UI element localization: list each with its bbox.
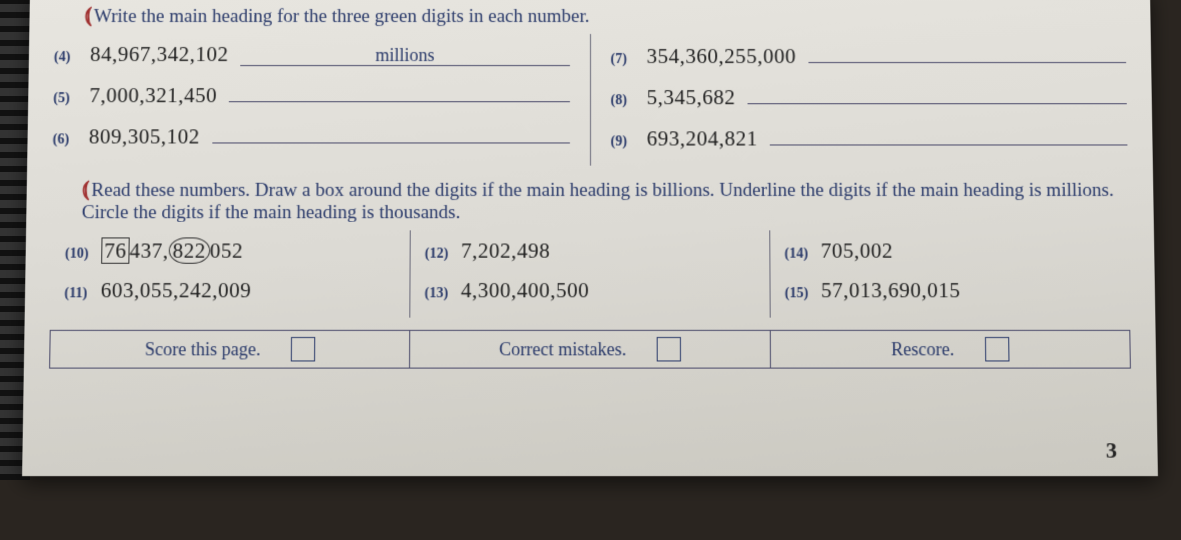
bracket-icon: ⦅ (84, 2, 92, 27)
question-number: (13) (425, 286, 453, 302)
answer-blank[interactable] (808, 42, 1126, 63)
question-number-value: 603,055,242,009 (101, 278, 252, 303)
correct-checkbox[interactable] (657, 337, 681, 361)
question-number-value: 5,345,682 (647, 85, 736, 110)
question-row: (12) 7,202,498 (425, 238, 756, 263)
question-row: (15) 57,013,690,015 (785, 278, 1116, 303)
question-number: (11) (64, 286, 92, 302)
question-row: (11) 603,055,242,009 (64, 278, 395, 303)
question-row: (7) 354,360,255,000 (611, 42, 1127, 69)
question-number: (7) (611, 52, 639, 68)
question-number: (5) (53, 91, 81, 107)
answer-blank[interactable] (747, 83, 1126, 104)
question-number: (15) (785, 286, 813, 302)
boxed-digits: 76 (101, 237, 130, 263)
worksheet-page: ⦅Write the main heading for the three gr… (22, 0, 1158, 476)
section2-col1: (10) 76437,822052 (11) 603,055,242,009 (50, 230, 410, 317)
question-number: (6) (53, 132, 81, 148)
question-number: (9) (611, 134, 639, 150)
question-row: (13) 4,300,400,500 (425, 278, 756, 303)
question-number-value: 693,204,821 (647, 126, 758, 151)
question-row: (6) 809,305,102 (53, 122, 570, 149)
question-row: (14) 705,002 (784, 238, 1115, 263)
question-number: (10) (65, 247, 93, 263)
correct-cell: Correct mistakes. (410, 331, 770, 368)
score-bar: Score this page. Correct mistakes. Resco… (49, 330, 1131, 369)
question-number: (14) (784, 247, 812, 263)
answer-blank[interactable] (229, 81, 569, 102)
question-row: (4) 84,967,342,102 millions (54, 42, 570, 67)
question-number-value: 4,300,400,500 (461, 278, 589, 303)
section1-grid: (4) 84,967,342,102 millions (5) 7,000,32… (52, 34, 1127, 166)
section2-instruction: ⦅Read these numbers. Draw a box around t… (82, 176, 1129, 225)
rescore-checkbox[interactable] (985, 337, 1010, 361)
question-number-value: 705,002 (821, 238, 893, 263)
section1-left-column: (4) 84,967,342,102 millions (5) 7,000,32… (52, 34, 590, 166)
question-number-value: 57,013,690,015 (821, 278, 961, 303)
bracket-icon: ⦅ (82, 176, 90, 201)
score-checkbox[interactable] (291, 337, 315, 361)
circled-digits: 822 (168, 237, 210, 263)
rescore-label: Rescore. (891, 339, 954, 360)
question-number: (4) (54, 50, 82, 66)
section1-instruction: ⦅Write the main heading for the three gr… (84, 2, 1125, 28)
score-label: Score this page. (145, 339, 261, 360)
question-number-value: 354,360,255,000 (647, 44, 797, 69)
question-row: (10) 76437,822052 (65, 238, 396, 263)
section2-col3: (14) 705,002 (15) 57,013,690,015 (770, 230, 1130, 317)
correct-label: Correct mistakes. (499, 339, 626, 360)
section2-col2: (12) 7,202,498 (13) 4,300,400,500 (409, 230, 770, 317)
section1-right-column: (7) 354,360,255,000 (8) 5,345,682 (9) 69… (591, 34, 1128, 166)
question-row: (8) 5,345,682 (611, 83, 1127, 110)
question-number: (8) (611, 93, 639, 109)
section2-grid: (10) 76437,822052 (11) 603,055,242,009 (… (50, 230, 1130, 317)
question-row: (5) 7,000,321,450 (53, 81, 569, 108)
score-cell: Score this page. (50, 331, 410, 368)
rescore-cell: Rescore. (770, 331, 1129, 368)
page-number: 3 (1106, 437, 1118, 464)
question-number-value: 7,000,321,450 (89, 83, 217, 108)
question-number: (12) (425, 247, 453, 263)
answer-blank[interactable]: millions (240, 45, 569, 66)
question-number-value: 7,202,498 (461, 238, 550, 263)
worked-number: 76437,822052 (101, 238, 243, 263)
answer-blank[interactable] (212, 122, 570, 143)
question-row: (9) 693,204,821 (611, 124, 1128, 151)
question-number-value: 809,305,102 (89, 124, 200, 149)
answer-blank[interactable] (770, 124, 1128, 145)
question-number-value: 84,967,342,102 (90, 42, 229, 67)
